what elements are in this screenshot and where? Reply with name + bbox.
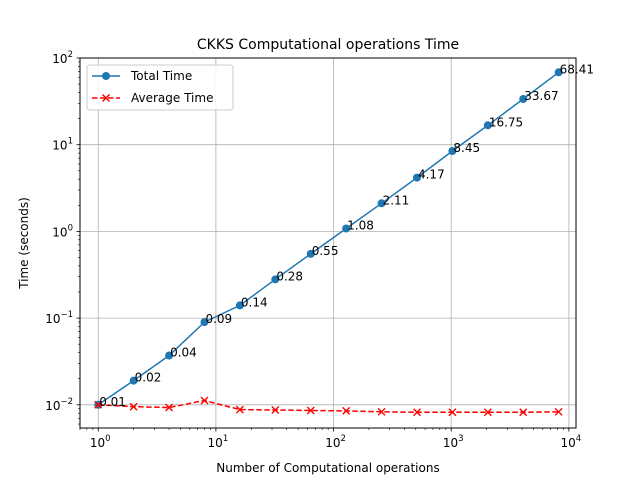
data-point bbox=[519, 94, 528, 103]
data-label: 33.67 bbox=[524, 89, 558, 103]
marker-stroke bbox=[200, 396, 209, 405]
data-point bbox=[342, 224, 351, 233]
data-label: 2.11 bbox=[383, 193, 410, 207]
data-point bbox=[271, 406, 280, 415]
data-point bbox=[200, 318, 209, 327]
legend: Total Time Average Time bbox=[86, 64, 234, 111]
axis-ticks: 100 101 102 103 104 10−2 10−1 100 101 102 bbox=[45, 50, 581, 450]
y-tick-label: 10−2 bbox=[45, 397, 73, 413]
data-point bbox=[519, 408, 528, 417]
y-tick-label: 102 bbox=[52, 50, 73, 66]
data-point bbox=[412, 408, 421, 417]
data-point bbox=[165, 403, 174, 412]
marker-stroke bbox=[271, 406, 280, 415]
marker-stroke bbox=[554, 407, 563, 416]
data-point bbox=[448, 408, 457, 417]
chart-title: CKKS Computational operations Time bbox=[197, 37, 459, 53]
data-point bbox=[129, 376, 138, 385]
data-point bbox=[306, 406, 315, 415]
data-label: 68.41 bbox=[560, 62, 594, 76]
data-point bbox=[448, 147, 457, 156]
marker-stroke bbox=[448, 408, 457, 417]
marker-stroke bbox=[342, 406, 351, 415]
marker-stroke bbox=[519, 408, 528, 417]
y-tick-label: 101 bbox=[52, 137, 73, 153]
marker-stroke bbox=[412, 408, 421, 417]
data-label: 4.17 bbox=[418, 168, 445, 182]
x-tick-label: 103 bbox=[443, 434, 464, 450]
marker-stroke bbox=[165, 403, 174, 412]
x-tick-label: 102 bbox=[325, 434, 346, 450]
legend-box bbox=[86, 64, 234, 111]
data-label: 0.28 bbox=[276, 269, 303, 283]
data-point bbox=[271, 275, 280, 284]
marker-stroke bbox=[235, 405, 244, 414]
data-point bbox=[165, 351, 174, 360]
series-line-1 bbox=[98, 399, 559, 414]
data-label: 16.75 bbox=[489, 115, 523, 129]
legend-label: Average Time bbox=[131, 91, 213, 105]
series-line-0 bbox=[97, 71, 560, 406]
marker-stroke bbox=[94, 400, 103, 409]
data-point bbox=[483, 121, 492, 130]
data-point bbox=[483, 408, 492, 417]
data-label: 0.55 bbox=[312, 244, 339, 258]
data-label: 0.01 bbox=[99, 395, 126, 409]
data-label: 8.45 bbox=[453, 141, 480, 155]
legend-marker bbox=[102, 94, 110, 102]
marker-stroke bbox=[483, 408, 492, 417]
data-point bbox=[129, 402, 138, 411]
data-point bbox=[235, 405, 244, 414]
x-axis-title: Number of Computational operations bbox=[216, 461, 439, 475]
y-tick-label: 100 bbox=[52, 223, 73, 239]
data-point bbox=[94, 400, 103, 409]
data-labels: 0.01 0.02 0.04 0.09 0.14 0.28 0.55 1.08 2.11 4.17… bbox=[99, 62, 594, 409]
data-point bbox=[200, 396, 209, 405]
x-tick-label: 104 bbox=[561, 434, 582, 450]
marker-stroke bbox=[129, 402, 138, 411]
data-point bbox=[377, 407, 386, 416]
data-point bbox=[377, 199, 386, 208]
marker-stroke bbox=[377, 407, 386, 416]
y-tick-label: 10−1 bbox=[45, 310, 73, 326]
data-point bbox=[306, 249, 315, 258]
marker-stroke bbox=[306, 406, 315, 415]
x-tick-label: 101 bbox=[208, 434, 229, 450]
legend-label: Total Time bbox=[130, 69, 192, 83]
data-label: 0.04 bbox=[170, 346, 197, 360]
data-point bbox=[554, 407, 563, 416]
data-label: 0.14 bbox=[241, 295, 268, 309]
data-point bbox=[554, 68, 563, 77]
data-label: 0.09 bbox=[205, 312, 232, 326]
legend-marker bbox=[102, 72, 110, 80]
data-point bbox=[235, 301, 244, 310]
x-tick-label: 100 bbox=[90, 434, 111, 450]
data-label: 1.08 bbox=[347, 219, 374, 233]
data-label: 0.02 bbox=[135, 371, 162, 385]
plot-series bbox=[94, 68, 563, 417]
y-axis-title: Time (seconds) bbox=[17, 197, 31, 290]
data-point bbox=[342, 406, 351, 415]
data-point bbox=[412, 173, 421, 182]
